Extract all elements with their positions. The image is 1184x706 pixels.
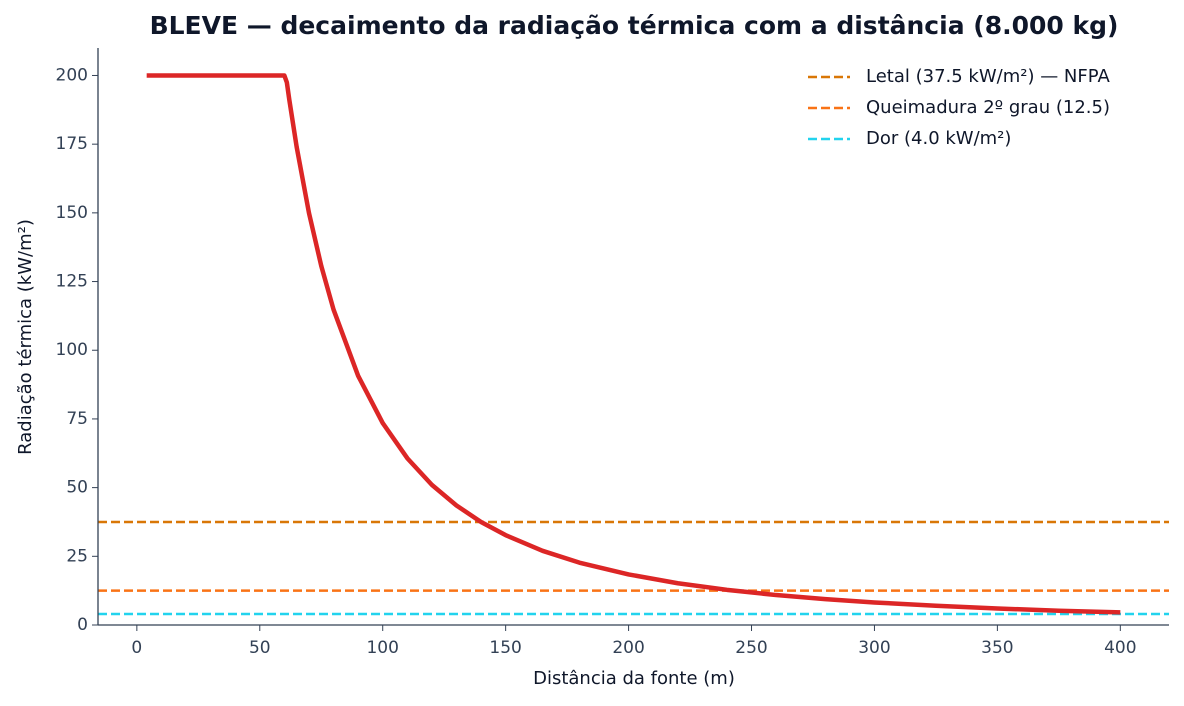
y-tick-label: 75 — [66, 409, 88, 429]
x-tick-label: 50 — [249, 638, 271, 658]
y-tick-label: 25 — [66, 546, 88, 566]
y-tick-label: 50 — [66, 478, 88, 498]
x-tick-label: 200 — [612, 638, 644, 658]
y-tick-label: 200 — [56, 65, 88, 85]
y-tick-label: 125 — [56, 272, 88, 292]
x-tick-label: 100 — [366, 638, 398, 658]
x-tick-label: 350 — [981, 638, 1013, 658]
y-tick-label: 0 — [77, 615, 88, 635]
y-tick-label: 150 — [56, 203, 88, 223]
x-tick-label: 150 — [489, 638, 521, 658]
chart-title: BLEVE — decaimento da radiação térmica c… — [150, 11, 1119, 40]
legend-label: Dor (4.0 kW/m²) — [866, 128, 1011, 149]
data-line — [146, 73, 1121, 615]
y-tick-label: 175 — [56, 134, 88, 154]
y-tick-label: 100 — [56, 340, 88, 360]
x-tick-label: 300 — [858, 638, 890, 658]
legend-label: Letal (37.5 kW/m²) — NFPA — [866, 66, 1110, 87]
x-tick-label: 0 — [131, 638, 142, 658]
x-axis-label: Distância da fonte (m) — [533, 668, 735, 689]
y-axis-label: Radiação térmica (kW/m²) — [15, 219, 36, 455]
x-tick-label: 400 — [1104, 638, 1136, 658]
x-tick-label: 250 — [735, 638, 767, 658]
legend-label: Queimadura 2º grau (12.5) — [866, 97, 1110, 118]
